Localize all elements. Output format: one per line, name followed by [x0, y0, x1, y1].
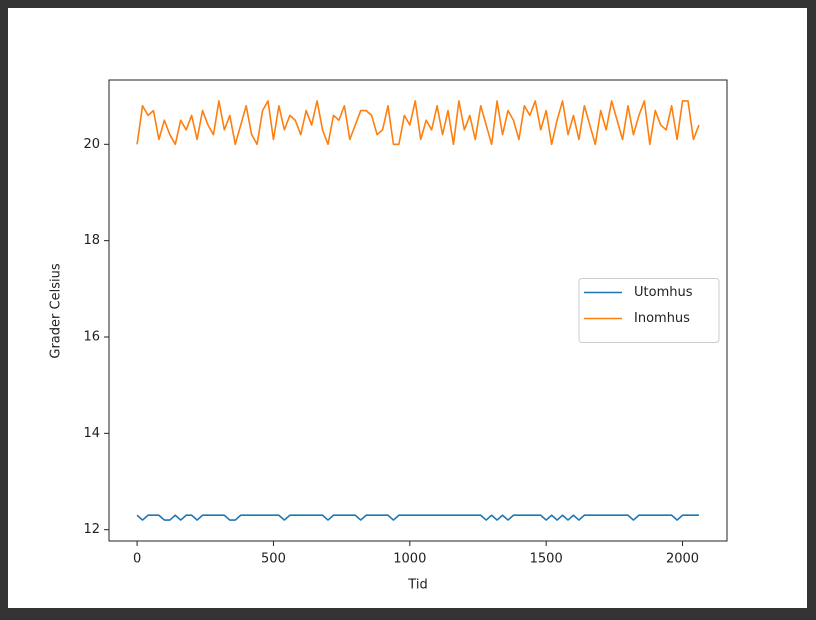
- line-series: [136, 100, 700, 146]
- x-tick-label: 2000: [666, 552, 699, 567]
- x-axis-label: Tid: [407, 578, 427, 593]
- y-tick-label: 20: [83, 137, 100, 152]
- y-axis-label: Grader Celsius: [49, 263, 64, 358]
- x-tick-label: 1000: [393, 552, 426, 567]
- y-tick-label: 16: [83, 329, 100, 344]
- legend-box: [578, 278, 720, 343]
- line-series: [136, 514, 699, 521]
- y-tick-label: 12: [83, 522, 100, 537]
- x-tick-label: 0: [133, 552, 141, 567]
- y-tick-label: 18: [83, 233, 100, 248]
- legend-label: Utomhus: [634, 285, 693, 300]
- legend-label: Inomhus: [634, 311, 690, 326]
- axes-frame: [108, 79, 728, 542]
- y-tick-label: 14: [83, 426, 100, 441]
- x-tick-label: 1500: [530, 552, 563, 567]
- x-tick-label: 500: [261, 552, 286, 567]
